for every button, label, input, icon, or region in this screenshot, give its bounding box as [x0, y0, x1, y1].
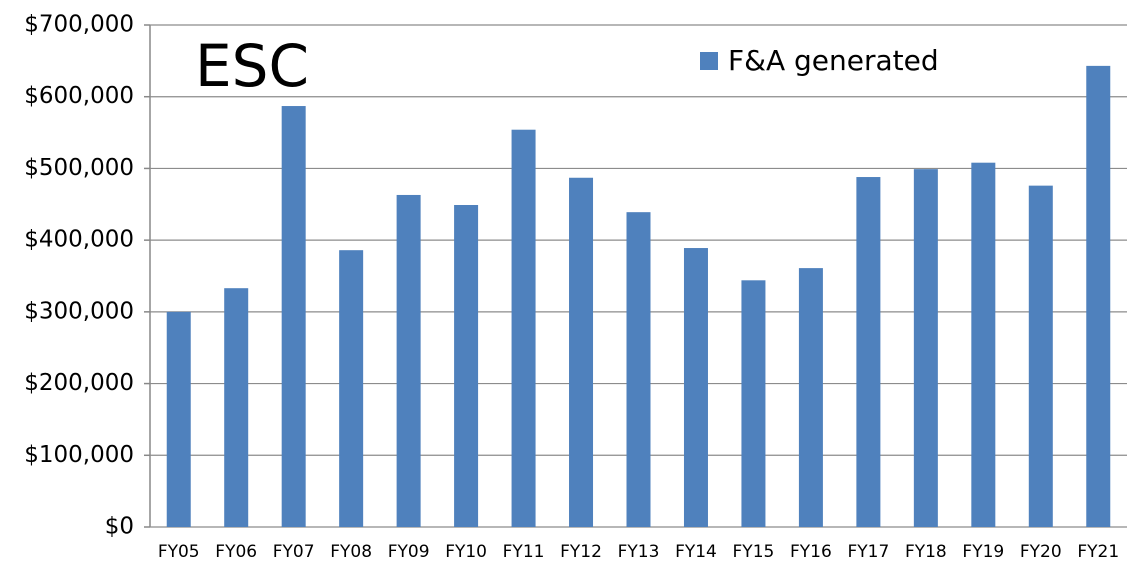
x-tick-label: FY18	[905, 542, 947, 562]
legend-label: F&A generated	[728, 44, 939, 77]
bar	[741, 280, 766, 527]
bar	[971, 162, 996, 528]
bar	[798, 268, 823, 527]
bar	[1028, 185, 1053, 527]
bar	[856, 177, 881, 527]
bar	[396, 194, 421, 527]
x-tick-label: FY06	[215, 542, 257, 562]
x-tick-label: FY11	[503, 542, 545, 562]
y-tick-label: $600,000	[24, 83, 134, 109]
x-tick-label: FY14	[675, 542, 717, 562]
legend-swatch	[700, 52, 718, 70]
bar	[224, 288, 249, 527]
y-tick-label: $100,000	[24, 442, 134, 468]
bar	[281, 106, 306, 527]
x-tick-label: FY13	[618, 542, 660, 562]
x-tick-label: FY20	[1020, 542, 1062, 562]
x-tick-label: FY07	[273, 542, 315, 562]
x-tick-label: FY15	[733, 542, 775, 562]
x-tick-label: FY19	[962, 542, 1004, 562]
y-tick-label: $400,000	[24, 227, 134, 253]
bar	[166, 311, 191, 527]
x-tick-label: FY12	[560, 542, 602, 562]
x-tick-label: FY17	[847, 542, 889, 562]
bar	[454, 205, 479, 527]
bar	[1086, 65, 1111, 528]
y-tick-label: $700,000	[24, 12, 134, 38]
x-tick-label: FY08	[330, 542, 372, 562]
y-tick-label: $200,000	[24, 370, 134, 396]
y-tick-label: $300,000	[24, 298, 134, 324]
bar	[569, 177, 594, 527]
y-tick-label: $0	[105, 514, 134, 540]
bar	[626, 212, 651, 527]
x-tick-label: FY16	[790, 542, 832, 562]
y-tick-label: $500,000	[24, 155, 134, 181]
x-tick-label: FY10	[445, 542, 487, 562]
x-tick-label: FY05	[158, 542, 200, 562]
bar	[913, 169, 938, 527]
x-tick-label: FY09	[388, 542, 430, 562]
chart-title: ESC	[195, 32, 309, 100]
x-tick-label: FY21	[1077, 542, 1119, 562]
bar	[683, 248, 708, 527]
bar	[511, 129, 536, 527]
bar	[339, 250, 364, 527]
